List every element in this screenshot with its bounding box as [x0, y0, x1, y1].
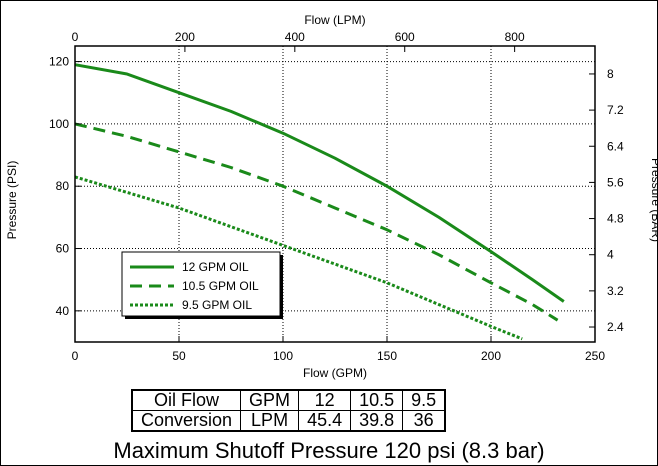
right-tick-label: 8 — [607, 67, 614, 81]
pressure-flow-chart: Flow (LPM) Flow (GPM) Pressure (PSI) Pre… — [5, 13, 658, 380]
right-axis-title: Pressure (BAR) — [649, 158, 658, 242]
series-line — [74, 122, 559, 322]
table-cell: 10.5 — [350, 389, 404, 411]
top-tick-label: 400 — [285, 30, 305, 44]
x-tick-label: 0 — [72, 349, 79, 363]
y-tick-label: 100 — [49, 117, 69, 131]
table-cell: Oil Flow — [131, 389, 242, 411]
conversion-table: Oil Flow GPM 12 10.5 9.5 Conversion LPM … — [131, 389, 447, 432]
y-tick-label: 60 — [56, 242, 70, 256]
table-row: Oil Flow GPM 12 10.5 9.5 — [131, 389, 446, 411]
y-tick-label: 40 — [56, 304, 70, 318]
legend-label: 12 GPM OIL — [182, 260, 249, 274]
bottom-axis-title: Flow (GPM) — [303, 366, 367, 380]
table-cell: 12 — [298, 389, 352, 411]
shutoff-pressure-caption: Maximum Shutoff Pressure 120 psi (8.3 ba… — [113, 438, 545, 463]
right-tick-label: 5.6 — [607, 175, 624, 189]
right-tick-label: 2.4 — [607, 320, 624, 334]
y-tick-label: 80 — [56, 179, 70, 193]
top-tick-label: 600 — [395, 30, 415, 44]
right-tick-label: 7.2 — [607, 103, 624, 117]
x-tick-label: 100 — [273, 349, 293, 363]
legend-label: 9.5 GPM OIL — [182, 298, 252, 312]
x-tick-label: 150 — [377, 349, 397, 363]
right-tick-label: 6.4 — [607, 139, 624, 153]
top-tick-label: 200 — [175, 30, 195, 44]
series-line — [74, 63, 565, 303]
x-tick-label: 200 — [481, 349, 501, 363]
right-tick-label: 3.2 — [607, 284, 624, 298]
top-axis-title: Flow (LPM) — [304, 13, 365, 27]
legend-box — [121, 251, 281, 317]
right-tick-label: 4.8 — [607, 212, 624, 226]
top-tick-label: 0 — [72, 30, 79, 44]
table-cell: GPM — [240, 389, 300, 411]
series-line — [74, 175, 523, 341]
top-tick-label: 800 — [505, 30, 525, 44]
left-axis-title: Pressure (PSI) — [5, 161, 19, 240]
plot-area-border — [74, 45, 596, 343]
table-cell: LPM — [240, 410, 300, 432]
right-tick-label: 4 — [607, 248, 614, 262]
table-row: Conversion LPM 45.4 39.8 36 — [131, 410, 446, 432]
table-cell: 39.8 — [350, 410, 404, 432]
table-cell: Conversion — [131, 410, 242, 432]
x-tick-label: 250 — [585, 349, 605, 363]
table-cell: 36 — [402, 410, 446, 432]
table-cell: 45.4 — [298, 410, 352, 432]
table-cell: 9.5 — [402, 389, 446, 411]
x-tick-label: 50 — [172, 349, 186, 363]
legend-label: 10.5 GPM OIL — [182, 279, 259, 293]
y-tick-label: 120 — [49, 55, 69, 69]
